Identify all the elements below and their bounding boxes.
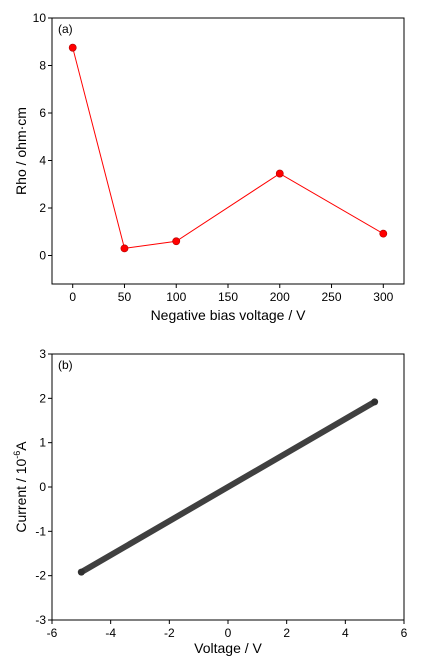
x-tick-label: 300 bbox=[373, 290, 393, 304]
y-tick-label: -3 bbox=[35, 613, 46, 627]
x-tick-label: -4 bbox=[105, 626, 116, 640]
y-tick-label: 8 bbox=[39, 59, 46, 73]
y-axis-label: Current / 10-6A bbox=[12, 441, 29, 533]
y-tick-label: 2 bbox=[39, 201, 46, 215]
chart-panel-a: 0 50 100 150 200 250 300 0 2 4 6 8 10 (a) Negative bia… bbox=[13, 11, 405, 323]
data-point bbox=[68, 43, 77, 52]
panel-label: (b) bbox=[58, 358, 73, 372]
data-point bbox=[120, 244, 129, 253]
data-point bbox=[379, 229, 388, 238]
plot-frame bbox=[51, 17, 405, 285]
y-tick-label: 6 bbox=[39, 106, 46, 120]
x-tick-label: 0 bbox=[69, 290, 76, 304]
series-line bbox=[72, 47, 384, 249]
x-tick-label: 150 bbox=[218, 290, 238, 304]
panel-label: (a) bbox=[58, 22, 73, 36]
y-tick-label: 4 bbox=[39, 154, 46, 168]
x-axis-label: Negative bias voltage / V bbox=[151, 307, 307, 323]
y-tick-label: -1 bbox=[35, 524, 46, 538]
data-point bbox=[77, 568, 85, 576]
y-axis-label-main: Current / 10 bbox=[13, 459, 29, 533]
x-tick-label: 50 bbox=[118, 290, 132, 304]
data-point bbox=[172, 237, 181, 246]
x-tick-label: 0 bbox=[225, 626, 232, 640]
y-tick-label: 1 bbox=[39, 436, 46, 450]
y-tick-label: 0 bbox=[39, 480, 46, 494]
chart-panel-b: -6 -4 -2 0 2 4 6 -3 -2 -1 0 1 2 3 (b) Voltage / V Curren… bbox=[12, 347, 408, 656]
x-tick-label: 250 bbox=[322, 290, 342, 304]
x-tick-label: 200 bbox=[270, 290, 290, 304]
data-point bbox=[275, 169, 284, 178]
y-tick-label: 10 bbox=[33, 11, 47, 25]
data-point bbox=[371, 398, 379, 406]
x-tick-label: 4 bbox=[342, 626, 349, 640]
x-tick-label: 2 bbox=[283, 626, 290, 640]
series-trace bbox=[78, 398, 378, 576]
x-tick-label: 100 bbox=[166, 290, 186, 304]
y-axis-label: Rho / ohm·cm bbox=[13, 107, 29, 195]
y-tick-label: 3 bbox=[39, 347, 46, 361]
x-axis-label: Voltage / V bbox=[194, 640, 262, 656]
y-axis-label-unit: A bbox=[13, 441, 29, 451]
y-tick-label: -2 bbox=[35, 569, 46, 583]
x-tick-label: -2 bbox=[164, 626, 175, 640]
y-axis-label-exponent: -6 bbox=[12, 451, 22, 459]
x-tick-label: 6 bbox=[401, 626, 408, 640]
x-tick-label: -6 bbox=[47, 626, 58, 640]
y-tick-label: 2 bbox=[39, 391, 46, 405]
y-tick-label: 0 bbox=[39, 249, 46, 263]
